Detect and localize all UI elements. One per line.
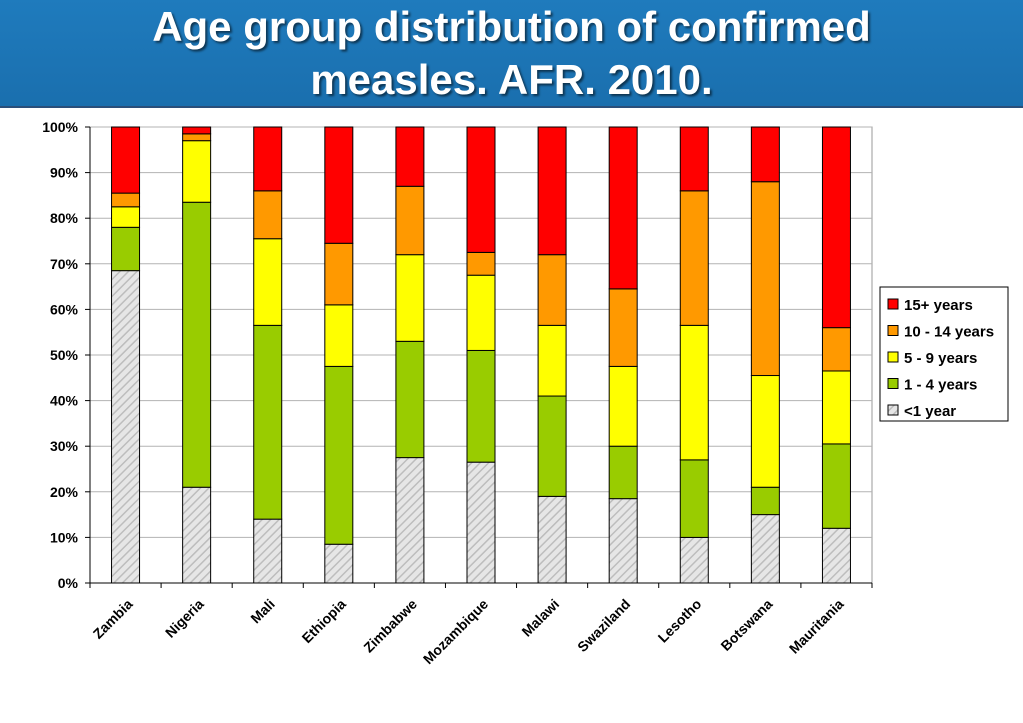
y-tick-label: 30%	[50, 438, 79, 454]
bar-segment-lesotho-1-year	[679, 536, 709, 584]
y-tick-label: 70%	[50, 256, 79, 272]
bar-segment-mozambique-1-4-years	[466, 349, 496, 463]
bar-segment-zambia-15-years	[111, 126, 141, 194]
bar-segment-nigeria-10-14-years	[182, 133, 212, 142]
legend-label: 15+ years	[904, 297, 973, 314]
bar-segment-mauritania-15-years	[821, 126, 851, 329]
bar-segment-mozambique-5-9-years	[466, 274, 496, 351]
bar-segment-ethiopia-1-4-years	[324, 365, 354, 545]
bar-segment-ethiopia-10-14-years	[324, 242, 354, 306]
y-tick-label: 100%	[42, 119, 78, 135]
x-category-label: Nigeria	[162, 596, 207, 641]
y-tick-label: 20%	[50, 484, 79, 500]
bar-segment-mauritania-1-4-years	[821, 443, 851, 529]
bar-segment-malawi-1-4-years	[537, 395, 567, 497]
bar-segment-zambia-1-4-years	[111, 226, 141, 272]
bar-segment-mozambique-10-14-years	[466, 251, 496, 276]
legend-label: 1 - 4 years	[904, 377, 977, 394]
bar-segment-malawi-10-14-years	[537, 254, 567, 326]
x-category-label: Botswana	[717, 596, 775, 654]
bar-segment-zimbabwe-5-9-years	[395, 254, 425, 342]
bar-segment-lesotho-10-14-years	[679, 190, 709, 326]
bar-segment-zimbabwe-15-years	[395, 126, 425, 187]
bar-segment-nigeria-1-4-years	[182, 201, 212, 488]
legend-swatch-1-4-years	[887, 378, 899, 389]
bar-segment-swaziland-1-4-years	[608, 445, 638, 500]
bar-segment-mali-1-year	[253, 518, 283, 584]
legend-label: 5 - 9 years	[904, 350, 977, 367]
bar-segment-zimbabwe-10-14-years	[395, 185, 425, 256]
bar-segment-botswana-15-years	[750, 126, 780, 183]
y-tick-label: 80%	[50, 210, 79, 226]
bar-segment-botswana-5-9-years	[750, 375, 780, 488]
bar-segment-zimbabwe-1-4-years	[395, 340, 425, 459]
bar-segment-mali-5-9-years	[253, 238, 283, 326]
bar-segment-botswana-1-year	[750, 514, 780, 584]
bar-segment-mozambique-15-years	[466, 126, 496, 253]
x-category-label: Ethiopia	[299, 596, 350, 647]
y-tick-label: 50%	[50, 347, 79, 363]
legend: 15+ years 10 - 14 years 5 - 9 years 1 - 4 y…	[879, 286, 1009, 422]
bar-segment-nigeria-1-year	[182, 486, 212, 584]
x-category-label: Mali	[247, 596, 278, 627]
bar-segment-lesotho-5-9-years	[679, 324, 709, 461]
bar-segment-mauritania-1-year	[821, 527, 851, 584]
x-category-label: Mauritania	[786, 596, 847, 657]
x-category-label: Malawi	[518, 596, 562, 640]
bars	[111, 126, 851, 584]
bar-segment-ethiopia-5-9-years	[324, 304, 354, 367]
legend-swatch-1-year	[887, 404, 899, 416]
bar-segment-nigeria-15-years	[182, 126, 212, 135]
bar-segment-mali-15-years	[253, 126, 283, 192]
bar-segment-zambia-1-year	[111, 270, 141, 584]
y-tick-label: 0%	[58, 575, 79, 591]
legend-swatch-15-years	[887, 298, 899, 310]
legend-swatch-10-14-years	[887, 325, 899, 336]
bar-segment-mauritania-10-14-years	[821, 327, 851, 372]
bar-segment-swaziland-5-9-years	[608, 365, 638, 447]
bar-segment-mali-10-14-years	[253, 190, 283, 240]
bar-segment-ethiopia-1-year	[324, 543, 354, 584]
bar-segment-zambia-5-9-years	[111, 206, 141, 228]
bar-segment-botswana-1-4-years	[750, 486, 780, 516]
bar-segment-swaziland-1-year	[608, 498, 638, 584]
bar-segment-zimbabwe-1-year	[395, 457, 425, 584]
bar-segment-botswana-10-14-years	[750, 181, 780, 377]
y-tick-label: 90%	[50, 165, 79, 181]
legend-swatch-5-9-years	[887, 351, 899, 363]
bar-segment-lesotho-15-years	[679, 126, 709, 192]
bar-segment-mozambique-1-year	[466, 461, 496, 584]
x-category-label: Mozambique	[420, 596, 491, 667]
y-tick-label: 60%	[50, 301, 79, 317]
title-banner: Age group distribution of confirmed meas…	[0, 0, 1023, 108]
bar-segment-mali-1-4-years	[253, 324, 283, 520]
bar-segment-malawi-15-years	[537, 126, 567, 256]
bar-segment-nigeria-5-9-years	[182, 140, 212, 203]
bar-segment-ethiopia-15-years	[324, 126, 354, 244]
x-category-label: Swaziland	[574, 596, 633, 655]
x-category-label: Lesotho	[655, 596, 705, 646]
x-category-label: Zimbabwe	[360, 596, 420, 656]
bar-segment-zambia-10-14-years	[111, 192, 141, 208]
bar-segment-lesotho-1-4-years	[679, 459, 709, 538]
axes: 0% 10% 20% 30% 40% 50% 60% 70% 80% 90% 100% Zambia N…	[42, 119, 873, 667]
legend-label: <1 year	[904, 403, 956, 420]
bar-segment-swaziland-10-14-years	[608, 288, 638, 367]
bar-segment-malawi-5-9-years	[537, 324, 567, 397]
bar-segment-mauritania-5-9-years	[821, 370, 851, 445]
bar-segment-malawi-1-year	[537, 495, 567, 584]
y-tick-label: 40%	[50, 393, 79, 409]
legend-label: 10 - 14 years	[904, 324, 994, 341]
slide-title: Age group distribution of confirmed meas…	[152, 3, 871, 103]
x-category-label: Zambia	[90, 596, 136, 642]
y-tick-label: 10%	[50, 529, 79, 545]
bar-segment-swaziland-15-years	[608, 126, 638, 290]
legend-box	[879, 286, 1009, 422]
